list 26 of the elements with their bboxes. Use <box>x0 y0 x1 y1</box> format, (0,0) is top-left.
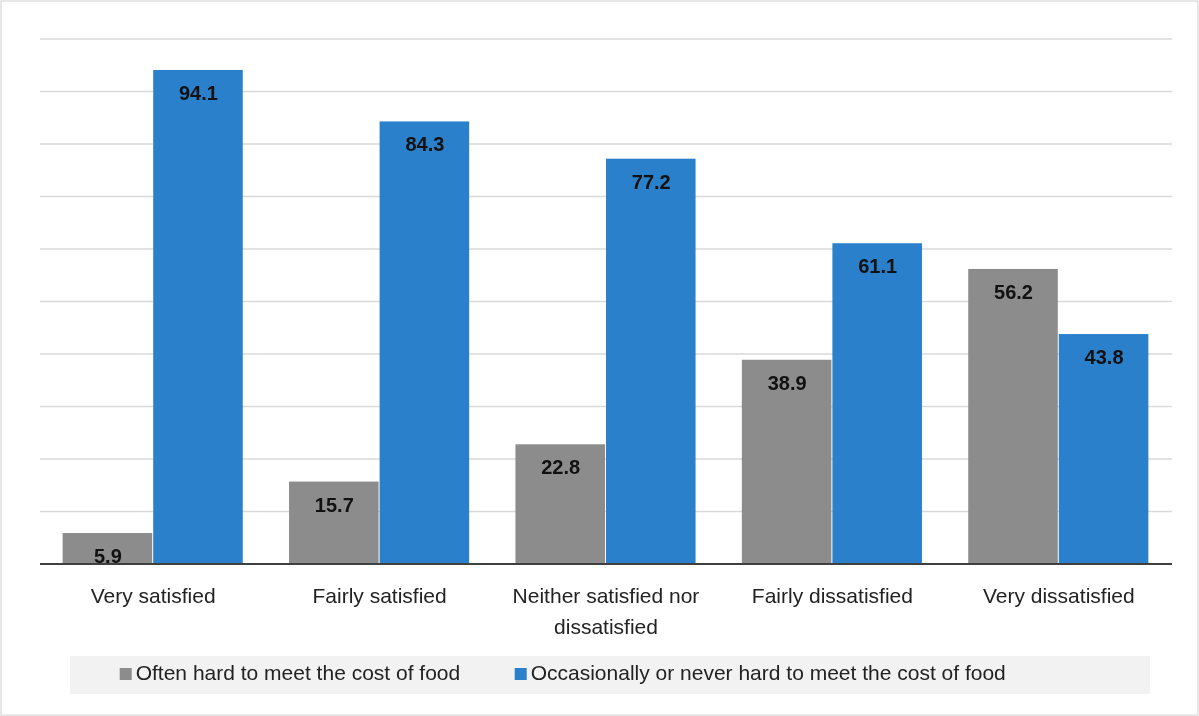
legend-label: Often hard to meet the cost of food <box>135 661 461 684</box>
data-label: 94.1 <box>179 81 218 104</box>
bar <box>606 158 696 564</box>
bar <box>153 69 243 564</box>
bar <box>289 481 379 564</box>
bar <box>1058 334 1149 564</box>
legend-label: Occasionally or never hard to meet the cost of food <box>530 661 1006 684</box>
data-label: 22.8 <box>541 456 581 479</box>
data-label: 43.8 <box>1084 346 1124 369</box>
x-tick-label: Fairly satisfied <box>312 584 447 607</box>
data-label: 61.1 <box>858 255 898 278</box>
x-tick-label: Neither satisfied nor dissatisfied <box>512 584 700 638</box>
bar <box>515 444 605 564</box>
data-label: 38.9 <box>767 371 807 394</box>
data-label: 84.3 <box>405 133 445 156</box>
bar <box>832 243 922 564</box>
data-label: 56.2 <box>994 280 1033 303</box>
x-tick-label: Very dissatisfied <box>982 584 1135 607</box>
bar <box>379 121 470 564</box>
x-tick-label: Fairly dissatisfied <box>751 584 913 607</box>
data-label: 5.9 <box>94 545 122 568</box>
bar <box>741 359 832 564</box>
bar <box>968 268 1058 564</box>
data-label: 15.7 <box>314 493 354 516</box>
x-tick-label: Very satisfied <box>90 584 216 607</box>
data-label: 77.2 <box>631 170 671 193</box>
